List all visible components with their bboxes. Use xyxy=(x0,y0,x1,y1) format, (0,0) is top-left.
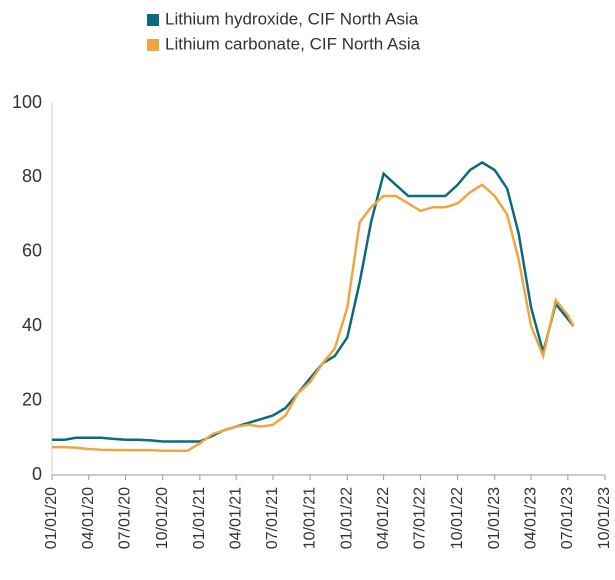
x-tick-label: 04/01/20 xyxy=(80,487,97,549)
x-tick-label: 07/01/22 xyxy=(412,487,429,549)
x-tick-label: 04/01/23 xyxy=(522,487,539,549)
legend-label: Lithium hydroxide, CIF North Asia xyxy=(165,9,419,28)
x-tick-label: 04/01/21 xyxy=(227,487,244,549)
x-tick-label: 07/01/21 xyxy=(264,487,281,549)
x-tick-label: 01/01/22 xyxy=(339,487,356,549)
y-tick-label: 80 xyxy=(22,166,42,186)
line-series xyxy=(52,161,575,443)
x-tick-label: 01/01/20 xyxy=(43,487,60,549)
y-tick-label: 100 xyxy=(12,92,42,112)
y-tick-label: 0 xyxy=(32,464,42,484)
x-tick-label: 04/01/22 xyxy=(375,487,392,549)
x-tick-label: 10/01/20 xyxy=(154,487,171,549)
x-tick-label: 10/01/21 xyxy=(301,487,318,549)
x-tick-label: 10/01/22 xyxy=(449,487,466,549)
y-tick-label: 40 xyxy=(22,315,42,335)
x-tick-label: 01/01/21 xyxy=(191,487,208,549)
x-tick-label: 07/01/23 xyxy=(559,487,576,549)
x-tick-label: 10/01/23 xyxy=(596,487,613,549)
y-tick-label: 20 xyxy=(22,389,42,409)
legend-label: Lithium carbonate, CIF North Asia xyxy=(165,34,421,53)
legend-swatch xyxy=(147,39,159,51)
legend-swatch xyxy=(147,14,159,26)
y-tick-label: 60 xyxy=(22,241,42,261)
x-tick-label: 01/01/23 xyxy=(486,487,503,549)
line-series xyxy=(52,183,575,453)
x-tick-label: 07/01/20 xyxy=(117,487,134,549)
